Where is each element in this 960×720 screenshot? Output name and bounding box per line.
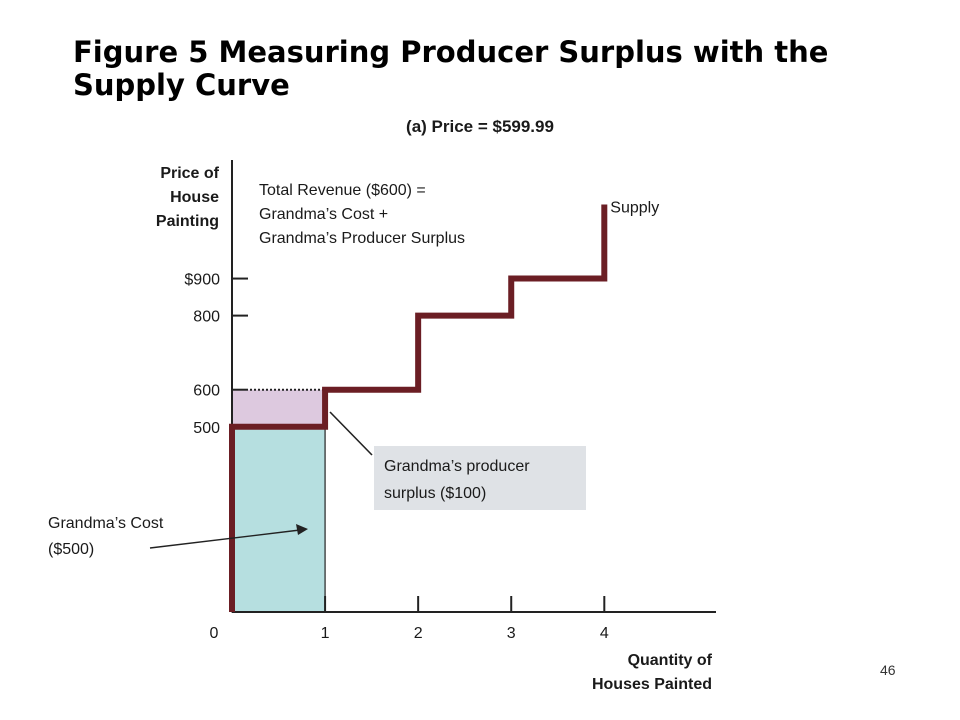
supply-curve xyxy=(229,204,608,612)
y-axis-label: House xyxy=(170,189,219,206)
slide-title: Figure 5 Measuring Producer Surplus with… xyxy=(73,35,829,102)
cost-area xyxy=(231,426,326,613)
supply-label: Supply xyxy=(610,199,659,216)
total-revenue-annotation: Total Revenue ($600) = xyxy=(259,182,426,199)
producer-surplus-area xyxy=(232,389,326,427)
x-tick-label: 3 xyxy=(507,625,516,642)
y-tick-label: 500 xyxy=(193,420,220,437)
cost-annotation: ($500) xyxy=(48,541,94,558)
cost-annotation: Grandma’s Cost xyxy=(48,515,164,532)
slide-number: 46 xyxy=(880,662,896,678)
x-tick-label: 1 xyxy=(321,625,330,642)
cost-pointer xyxy=(149,529,301,549)
producer-surplus-callout-box xyxy=(374,446,586,510)
producer-surplus-pointer xyxy=(329,411,373,456)
y-tick-label: $900 xyxy=(184,272,220,289)
total-revenue-annotation: Grandma’s Cost + xyxy=(259,206,388,223)
x-tick-label: 2 xyxy=(414,625,423,642)
x-tick-label: 0 xyxy=(210,625,219,642)
chart-subtitle: (a) Price = $599.99 xyxy=(406,117,554,136)
total-revenue-annotation: Grandma’s Producer Surplus xyxy=(259,230,465,247)
x-tick-label: 4 xyxy=(600,625,609,642)
x-axis-label: Houses Painted xyxy=(592,676,712,693)
y-tick-label: 600 xyxy=(193,383,220,400)
producer-surplus-annotation: Grandma’s producer xyxy=(384,458,530,475)
y-tick-label: 800 xyxy=(193,309,220,326)
producer-surplus-annotation: surplus ($100) xyxy=(384,485,486,502)
x-axis-label: Quantity of xyxy=(628,652,713,669)
cost-pointer-arrowhead xyxy=(296,524,308,535)
y-axis-label: Painting xyxy=(156,213,219,230)
y-axis-label: Price of xyxy=(160,165,219,182)
